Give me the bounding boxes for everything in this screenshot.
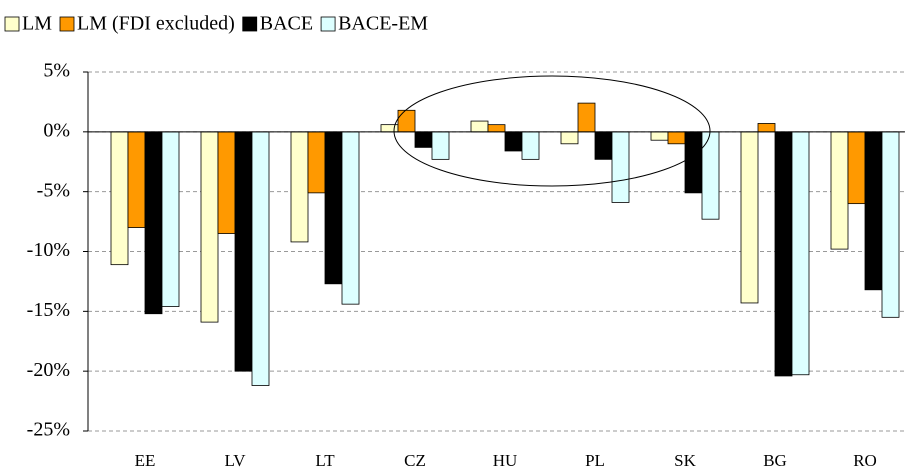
y-tick-label: -25% [27, 419, 70, 441]
legend-label: LM [22, 13, 52, 35]
bar [431, 131, 450, 160]
y-tick-label: -15% [27, 299, 70, 321]
bar [307, 131, 326, 194]
x-tick-label: LT [315, 451, 335, 470]
legend-swatch [320, 16, 336, 32]
bar [290, 131, 309, 243]
bar [757, 123, 776, 133]
bar [341, 131, 360, 305]
bar [830, 131, 849, 250]
bar [684, 131, 703, 194]
bar [864, 131, 883, 291]
bar [144, 131, 163, 315]
bar [161, 131, 180, 307]
x-tick-label: RO [853, 451, 877, 470]
y-tick-label: -10% [27, 239, 70, 261]
legend-swatch [242, 16, 258, 32]
bar [127, 131, 146, 228]
y-tick-label: 0% [43, 119, 70, 141]
bar [414, 131, 433, 148]
legend-swatch [59, 16, 75, 32]
bar [200, 131, 219, 323]
y-tick-label: -5% [37, 179, 70, 201]
bar [791, 131, 810, 376]
bar [397, 109, 416, 133]
bar [611, 131, 630, 203]
bar [577, 102, 596, 133]
bar [110, 131, 129, 266]
x-tick-label: EE [135, 451, 156, 470]
bar [217, 131, 236, 234]
bar [487, 124, 506, 133]
bar [234, 131, 253, 372]
legend-swatch [4, 16, 20, 32]
legend-label: LM (FDI excluded) [77, 13, 235, 35]
legend-label: BACE-EM [338, 13, 428, 35]
bar [594, 131, 613, 160]
bar [251, 131, 270, 386]
legend-label: BACE [260, 13, 313, 35]
x-tick-label: SK [674, 451, 696, 470]
bar [324, 131, 343, 285]
bar [847, 131, 866, 205]
bar [667, 131, 686, 145]
annotation-ellipse [393, 75, 711, 187]
x-tick-label: PL [585, 451, 605, 470]
bar [470, 120, 489, 133]
x-tick-label: HU [493, 451, 518, 470]
x-tick-label: CZ [404, 451, 426, 470]
bar [521, 131, 540, 160]
bar [740, 131, 759, 304]
y-tick-label: 5% [43, 60, 70, 82]
bar [881, 131, 900, 318]
bar [774, 131, 793, 377]
bar [560, 131, 579, 145]
x-tick-label: BG [763, 451, 787, 470]
y-tick-label: -20% [27, 359, 70, 381]
bar [650, 131, 669, 141]
bar [380, 124, 399, 133]
bar [504, 131, 523, 152]
x-tick-label: LV [224, 451, 246, 470]
